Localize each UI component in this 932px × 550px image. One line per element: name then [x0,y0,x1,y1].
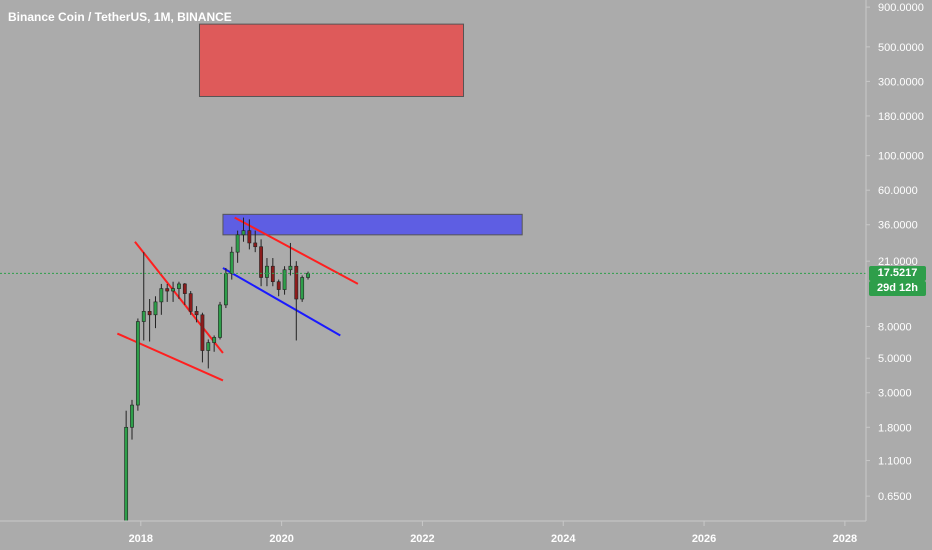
candle-body [159,288,164,303]
candle-body [218,304,222,338]
candle-body [212,337,217,343]
candle-body [223,273,228,306]
bar-countdown-label: 29d 12h [869,281,926,296]
candle-body [229,251,234,274]
trendline [222,267,341,337]
x-tick-label: 2018 [129,533,153,545]
y-tick-label: 8.0000 [878,321,912,333]
y-tick-label: 36.0000 [878,220,918,232]
zones-layer [198,23,523,236]
candle-body [300,277,305,300]
candle-body [200,314,205,351]
candle-body [135,321,140,406]
candle-body [153,301,158,316]
zone-rect [222,213,523,236]
y-tick-label: 0.6500 [878,491,912,503]
current-price-label: 17.5217 [869,266,926,282]
x-tick-label: 2020 [269,533,293,545]
x-tick-label: 2022 [410,533,434,545]
candle-body [188,293,193,312]
candle-body [124,426,129,522]
y-tick-label: 500.0000 [878,42,924,54]
time-axis[interactable]: 2018 2020 2022 2024 2026 2028 [129,521,858,545]
y-tick-label: 1.8000 [878,422,912,434]
x-tick-label: 2026 [692,533,716,545]
candle-body [206,342,211,351]
x-tick-label: 2028 [833,533,857,545]
candle-body [294,265,299,300]
candle-body [130,404,134,428]
zone-rect [198,23,465,97]
trendline [234,216,359,285]
candle-body [147,311,152,316]
candle-body [276,281,281,290]
candle-body [177,283,181,289]
candle-body [165,288,170,292]
candle-body [241,230,246,236]
x-tick-label: 2024 [551,533,576,545]
y-tick-label: 100.0000 [878,151,924,163]
y-tick-label: 3.0000 [878,388,912,400]
candle-body [259,246,263,278]
candle-body [235,234,240,253]
y-tick-label: 21.0000 [878,256,918,268]
candle-body [171,288,175,292]
y-tick-label: 180.0000 [878,111,924,123]
candle-body [182,283,187,294]
candle-body [265,265,269,278]
y-tick-label: 900.0000 [878,2,924,14]
candle-body [288,265,293,271]
y-tick-label: 60.0000 [878,185,918,197]
chart-title: Binance Coin / TetherUS, 1M, BINANCE [8,10,232,24]
price-axis[interactable]: 900.0000 500.0000 300.0000 180.0000 100.0000… [866,2,924,503]
candle-body [306,273,310,278]
trendline [116,332,224,382]
candle-body [253,242,258,248]
candle-body [247,230,252,244]
candle-body [282,269,287,290]
candle-body [194,311,199,316]
y-tick-label: 1.1000 [878,456,912,468]
candle-body [270,265,275,283]
candle-body [141,311,146,322]
y-tick-label: 300.0000 [878,76,924,88]
y-tick-label: 5.0000 [878,353,912,365]
